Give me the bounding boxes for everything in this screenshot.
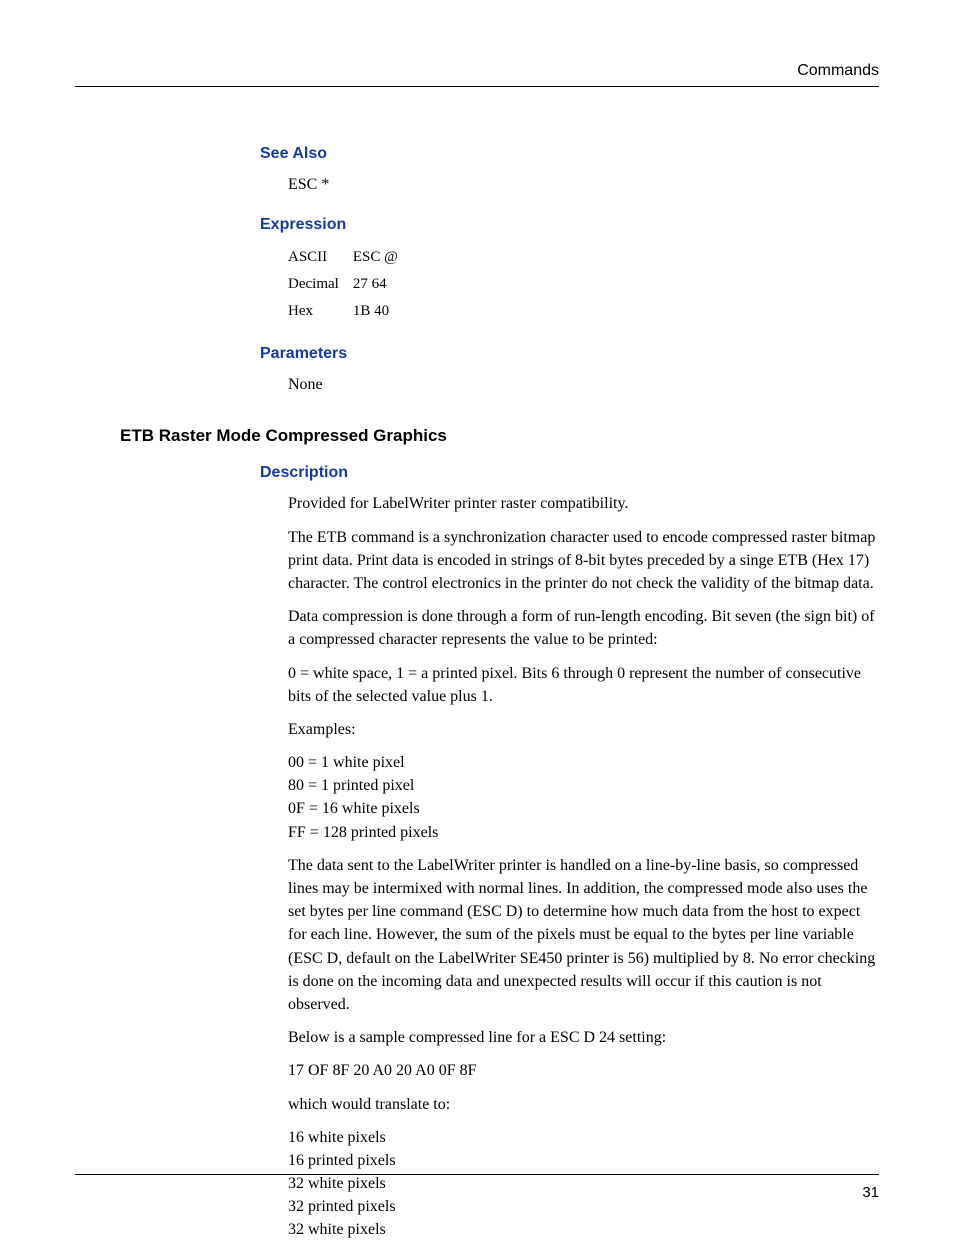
desc-p1: Provided for LabelWriter printer raster … [288, 492, 879, 515]
see-also-heading: See Also [260, 145, 879, 163]
translate-line: 32 white pixels [288, 1218, 879, 1241]
example-line: 80 = 1 printed pixel [288, 774, 879, 797]
desc-p2: The ETB command is a synchronization cha… [288, 526, 879, 596]
desc-p4: 0 = white space, 1 = a printed pixel. Bi… [288, 662, 879, 708]
desc-p7: Below is a sample compressed line for a … [288, 1026, 879, 1049]
expression-table: ASCII ESC @ Decimal 27 64 Hex 1B 40 [288, 244, 412, 325]
desc-p3: Data compression is done through a form … [288, 605, 879, 651]
translate-line: 16 printed pixels [288, 1149, 879, 1172]
footer-rule [75, 1174, 879, 1175]
example-line: FF = 128 printed pixels [288, 821, 879, 844]
translate-line: 16 white pixels [288, 1126, 879, 1149]
main-title: ETB Raster Mode Compressed Graphics [120, 426, 879, 446]
expr-value: 27 64 [353, 271, 412, 298]
desc-p6: The data sent to the LabelWriter printer… [288, 854, 879, 1016]
desc-p8: 17 OF 8F 20 A0 20 A0 0F 8F [288, 1059, 879, 1082]
translate-block: 16 white pixels 16 printed pixels 32 whi… [288, 1126, 879, 1242]
expr-label: Hex [288, 298, 353, 325]
desc-p9: which would translate to: [288, 1093, 879, 1116]
description-heading: Description [260, 464, 879, 482]
header-section-label: Commands [797, 62, 879, 80]
expr-label: Decimal [288, 271, 353, 298]
example-line: 0F = 16 white pixels [288, 797, 879, 820]
page-container: Commands See Also ESC * Expression ASCII… [0, 0, 954, 1235]
expr-label: ASCII [288, 244, 353, 271]
table-row: Hex 1B 40 [288, 298, 412, 325]
table-row: ASCII ESC @ [288, 244, 412, 271]
page-number: 31 [862, 1184, 879, 1201]
expression-heading: Expression [260, 216, 879, 234]
table-row: Decimal 27 64 [288, 271, 412, 298]
see-also-value: ESC * [288, 173, 879, 196]
translate-line: 32 white pixels [288, 1172, 879, 1195]
header-rule [75, 86, 879, 87]
example-line: 00 = 1 white pixel [288, 751, 879, 774]
translate-line: 32 printed pixels [288, 1195, 879, 1218]
parameters-heading: Parameters [260, 345, 879, 363]
expr-value: 1B 40 [353, 298, 412, 325]
parameters-value: None [288, 373, 879, 396]
desc-p5: Examples: [288, 718, 879, 741]
expr-value: ESC @ [353, 244, 412, 271]
examples-block-1: 00 = 1 white pixel 80 = 1 printed pixel … [288, 751, 879, 844]
content-area: See Also ESC * Expression ASCII ESC @ De… [120, 145, 879, 1252]
